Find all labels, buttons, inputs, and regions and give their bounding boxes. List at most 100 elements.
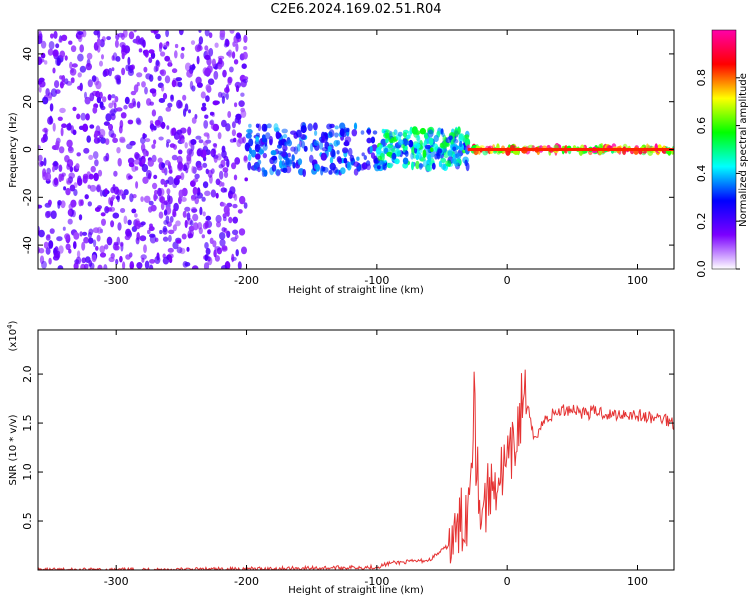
spectrogram-cell: [171, 154, 178, 161]
spectrogram-cell: [165, 30, 169, 38]
spectrogram-cell: [153, 193, 157, 202]
spectrogram-cell: [91, 75, 97, 82]
spectrogram-cell: [219, 232, 226, 240]
spectrogram-cell: [187, 230, 192, 239]
spectrogram-cell: [344, 139, 349, 146]
spectrogram-cell: [104, 188, 108, 195]
spectrogram-cell: [102, 69, 108, 78]
spectrogram-cell: [218, 164, 224, 169]
spectrogram-cell: [172, 224, 177, 232]
spectrogram-cell: [61, 34, 68, 41]
spectrogram-cell: [401, 144, 406, 149]
spectrogram-cell: [370, 136, 376, 144]
spectrogram-cell: [410, 152, 414, 160]
spectrogram-cell: [385, 138, 389, 144]
spectrogram-cell: [191, 206, 197, 214]
spectrogram-cell: [452, 153, 456, 159]
spectrogram-cell: [117, 157, 122, 167]
spectrogram-cell: [116, 147, 121, 154]
spectrogram-cell: [97, 169, 103, 177]
spectrogram-cell: [176, 246, 183, 254]
spectrogram-cell: [110, 108, 116, 117]
spectrogram-cell: [178, 189, 184, 199]
snr-y-axis-label: SNR (10 * v/v): [8, 414, 19, 485]
spectrogram-cell: [201, 234, 205, 239]
spectrogram-cell: [120, 208, 126, 213]
spectrogram-cell: [204, 220, 209, 229]
spectrogram-cell: [459, 140, 463, 148]
spectrogram-cell: [129, 261, 135, 269]
spectrogram-cell: [189, 220, 194, 226]
spectrogram-cell: [199, 206, 203, 216]
spectrogram-cell: [464, 134, 470, 139]
spectrogram-cell: [115, 258, 119, 265]
spectrogram-cell: [328, 170, 333, 175]
spectrogram-cell: [174, 50, 178, 59]
spectrogram-y-tick-label: 40: [21, 47, 34, 61]
spectrogram-x-tick-label: -300: [104, 274, 129, 287]
spectrogram-cell: [205, 149, 211, 156]
spectrogram-cell: [208, 32, 213, 39]
spectrogram-cell: [186, 212, 191, 221]
spectrogram-cell: [88, 154, 94, 160]
spectrogram-cell: [136, 262, 143, 269]
spectrogram-cell: [127, 175, 133, 180]
spectrogram-cell: [127, 219, 132, 226]
spectrogram-cell: [190, 139, 197, 145]
spectrogram-cell: [266, 123, 272, 129]
spectrogram-cell: [244, 177, 248, 182]
spectrogram-cell: [238, 100, 245, 107]
spectrogram-cell: [165, 215, 170, 224]
spectrogram-cell: [192, 222, 199, 231]
spectrogram-cell: [291, 154, 295, 162]
spectrogram-cell: [77, 177, 83, 186]
spectrogram-cell: [147, 159, 154, 167]
spectrogram-cell: [212, 240, 217, 248]
spectrogram-cell: [64, 155, 70, 163]
spectrogram-cell: [313, 122, 318, 131]
spectrogram-cell: [115, 56, 121, 62]
spectrogram-cell: [157, 157, 163, 164]
spectrogram-cell: [211, 58, 216, 68]
spectrogram-cell: [56, 236, 63, 242]
spectrogram-cell: [313, 163, 319, 170]
spectrogram-cell: [140, 221, 146, 226]
spectrogram-cell: [296, 129, 302, 138]
colorbar-tick-label: 0.8: [695, 69, 708, 87]
spectrogram-cell: [204, 114, 209, 119]
spectrogram-cell: [54, 80, 60, 89]
spectrogram-cell: [89, 262, 95, 269]
spectrogram-cell: [55, 142, 60, 151]
spectrogram-cell: [255, 135, 260, 142]
spectrogram-cell: [231, 51, 236, 59]
spectrogram-cell: [196, 45, 203, 52]
spectrogram-cell: [141, 158, 146, 165]
spectrogram-cell: [432, 143, 439, 153]
spectrogram-cell: [82, 123, 89, 132]
spectrogram-cell: [347, 147, 353, 157]
spectrogram-cell: [301, 140, 306, 149]
spectrogram-cell: [242, 136, 246, 144]
spectrogram-cell: [223, 188, 228, 193]
spectrogram-cell: [167, 247, 174, 253]
spectrogram-cell: [233, 174, 238, 181]
spectrogram-cell: [80, 263, 86, 269]
spectrogram-cell: [234, 102, 238, 108]
spectrogram-cell: [170, 96, 175, 102]
spectrogram-cell: [114, 96, 119, 103]
spectrogram-y-tick-label: -40: [21, 236, 34, 254]
spectrogram-cell: [79, 65, 87, 73]
spectrogram-cell: [82, 173, 89, 180]
spectrogram-cell: [228, 216, 233, 224]
snr-scale-factor: (x104): [6, 320, 19, 351]
spectrogram-cell: [147, 172, 152, 180]
spectrogram-cell: [104, 244, 109, 250]
spectrogram-cell: [197, 222, 203, 230]
spectrogram-cell: [342, 147, 349, 154]
spectrogram-cell: [44, 172, 52, 182]
spectrogram-cell: [188, 109, 191, 114]
spectrogram-cell: [220, 92, 227, 99]
spectrogram-cell: [458, 133, 465, 141]
spectrogram-cell: [69, 68, 77, 76]
spectrogram-cell: [93, 239, 97, 248]
